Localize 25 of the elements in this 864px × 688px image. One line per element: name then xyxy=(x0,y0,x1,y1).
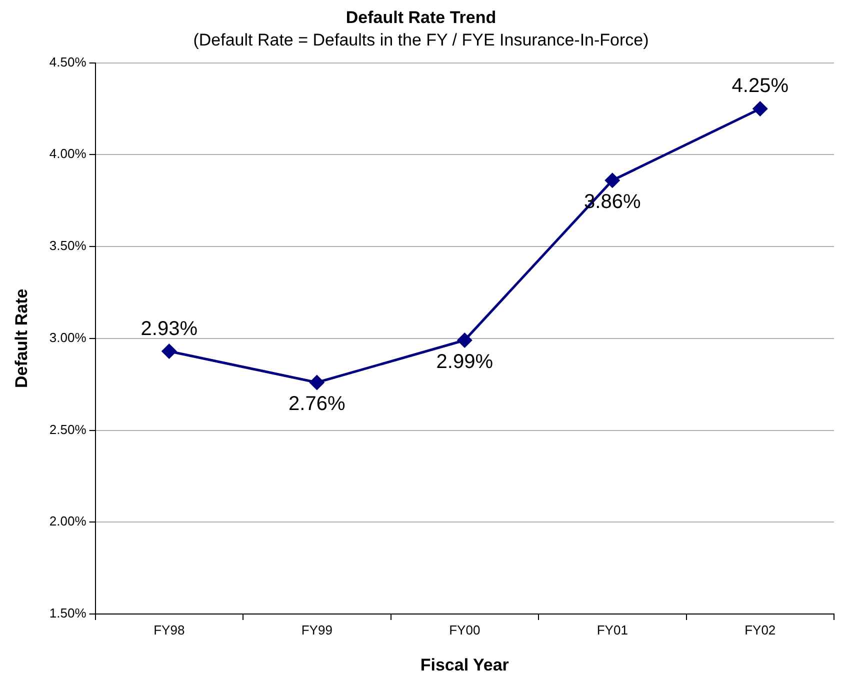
y-tick-label: 3.00% xyxy=(49,330,87,345)
chart-title: Default Rate Trend xyxy=(346,8,496,27)
y-tick-label: 3.50% xyxy=(49,238,87,254)
y-axis-title: Default Rate xyxy=(12,288,31,388)
x-tick-label: FY02 xyxy=(744,622,776,638)
x-tick-label: FY98 xyxy=(154,622,185,638)
x-axis-title: Fiscal Year xyxy=(420,655,510,674)
y-tick-label: 2.50% xyxy=(49,422,87,437)
y-tick-label: 4.50% xyxy=(49,54,87,70)
y-tick-label: 4.00% xyxy=(49,146,87,162)
data-label: 4.25% xyxy=(732,75,789,98)
chart-subtitle: (Default Rate = Defaults in the FY / FYE Insurance-In-Force) xyxy=(193,30,649,50)
y-tick-label: 1.50% xyxy=(49,606,87,621)
x-tick-label: FY01 xyxy=(596,622,628,638)
point xyxy=(605,173,620,188)
data-label: 2.76% xyxy=(288,393,346,416)
x-tick-label: FY00 xyxy=(449,622,480,638)
point xyxy=(310,375,324,390)
data-label: 2.99% xyxy=(436,350,494,373)
y-tick-label: 2.00% xyxy=(49,514,87,529)
x-tick-label: FY99 xyxy=(301,622,332,638)
point xyxy=(457,332,472,348)
data-label: 2.93% xyxy=(140,318,198,340)
point xyxy=(162,344,176,359)
point xyxy=(752,101,768,116)
